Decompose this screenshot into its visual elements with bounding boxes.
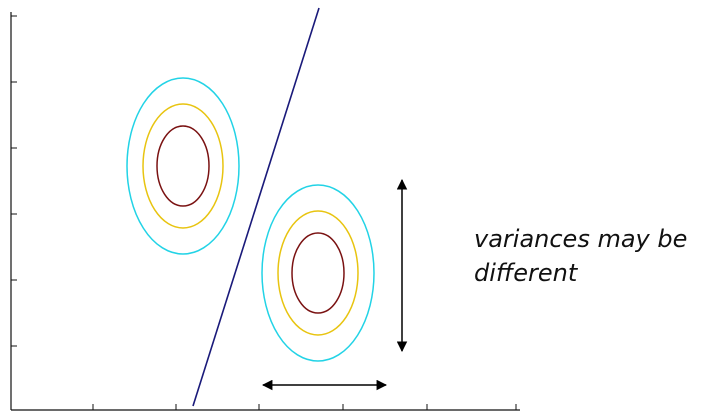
axes — [10, 12, 520, 411]
left-inner-contour — [156, 125, 210, 207]
right-middle-contour — [277, 210, 359, 336]
right-outer-contour — [261, 184, 375, 362]
annotation-line-1: variances may be — [474, 225, 688, 253]
left-outer-contour — [126, 77, 240, 255]
left-middle-contour — [142, 103, 224, 229]
variance-annotation: variances may be different — [474, 222, 710, 290]
left-gaussian-contours — [126, 77, 240, 255]
annotation-line-2: different — [474, 259, 578, 287]
right-inner-contour — [291, 232, 345, 314]
right-gaussian-contours — [261, 184, 375, 362]
decision-boundary-line — [192, 7, 320, 407]
